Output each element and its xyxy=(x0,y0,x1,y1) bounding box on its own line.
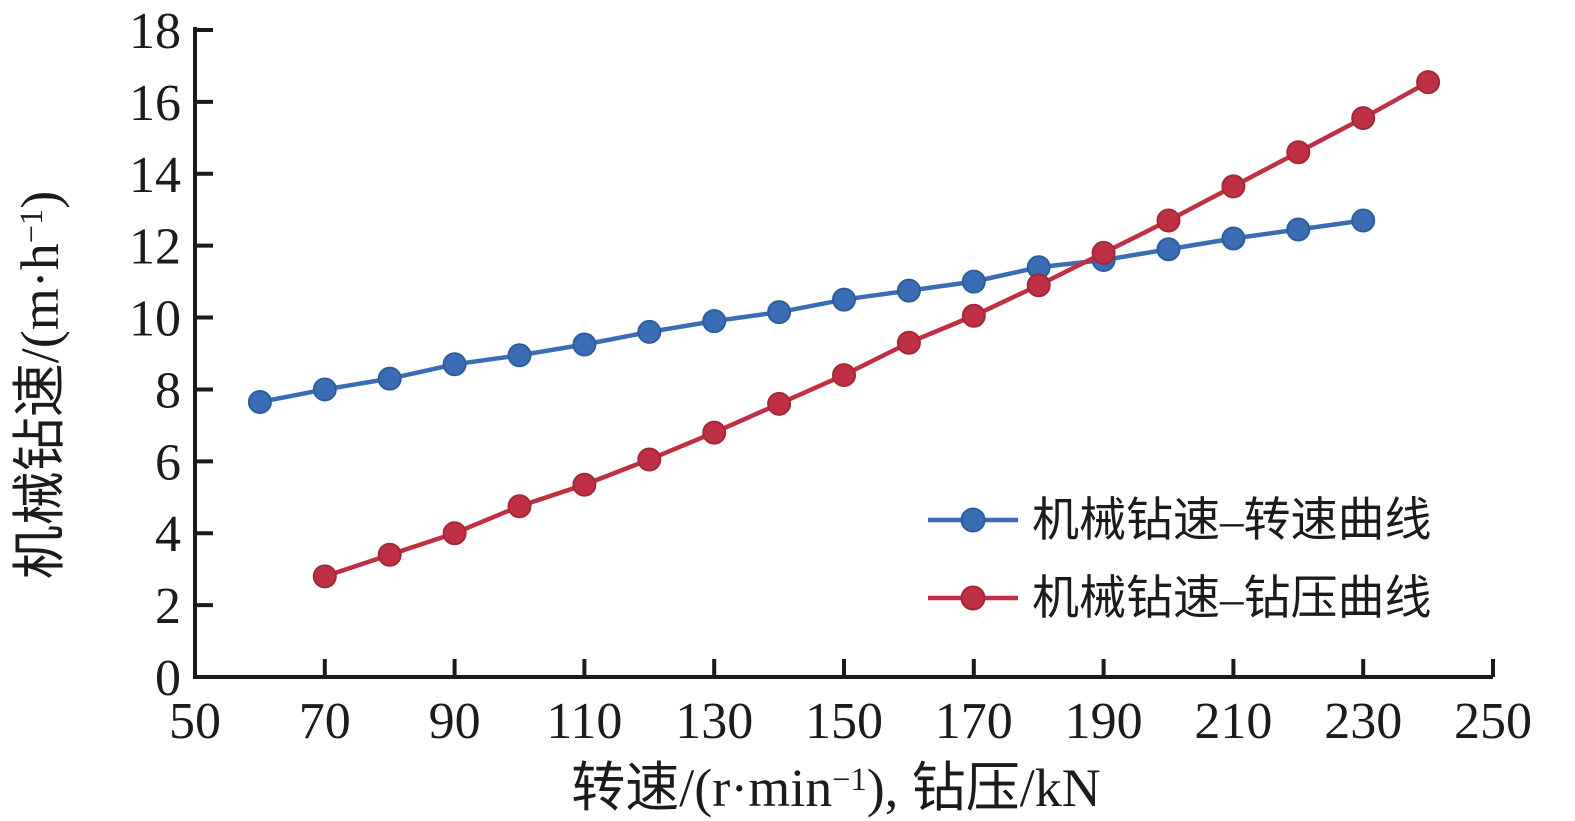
x-tick-label: 130 xyxy=(675,693,753,750)
axes xyxy=(193,27,1495,679)
y-tick-label: 18 xyxy=(129,3,181,60)
data-point-marker xyxy=(572,332,597,357)
data-point-marker xyxy=(312,377,337,402)
y-tick-label: 2 xyxy=(155,578,181,635)
data-point-marker xyxy=(377,366,402,391)
y-tick-label: 0 xyxy=(155,650,181,707)
data-point-marker xyxy=(507,494,532,519)
x-tick-label: 170 xyxy=(935,693,1013,750)
legend-item-0: 机械钻速–转速曲线 xyxy=(928,495,1432,547)
x-tick-labels: 50 70 90 110 130 150 170 190 210 230 250 xyxy=(169,693,1532,750)
series-0 xyxy=(247,208,1376,415)
x-tick-label: 190 xyxy=(1065,693,1143,750)
data-point-marker xyxy=(312,564,337,589)
data-point-marker xyxy=(767,300,792,325)
legend-item-1: 机械钻速–钻压曲线 xyxy=(928,573,1432,625)
data-point-marker xyxy=(1351,208,1376,233)
series-1 xyxy=(312,70,1441,589)
data-point-marker xyxy=(832,287,856,312)
y-tick-labels: 0 2 4 6 8 10 12 14 16 18 xyxy=(129,3,181,707)
data-point-marker xyxy=(247,390,272,415)
data-point-marker xyxy=(896,330,921,355)
data-point-marker xyxy=(702,420,727,445)
data-point-marker xyxy=(1156,237,1181,262)
x-tick-label: 250 xyxy=(1454,693,1532,750)
data-point-marker xyxy=(832,363,856,388)
data-point-marker xyxy=(1416,70,1441,95)
y-tick-label: 14 xyxy=(129,147,181,204)
legend-marker xyxy=(960,507,986,533)
series-line xyxy=(259,218,1364,405)
data-point-marker xyxy=(1286,140,1311,165)
y-tick-label: 8 xyxy=(155,362,181,419)
x-tick-label: 70 xyxy=(299,693,351,750)
y-tick-label: 10 xyxy=(129,291,181,348)
data-point-marker xyxy=(572,472,597,497)
x-axis-title: 转速/(r·min−1), 钻压/kN xyxy=(571,758,1100,818)
data-point-marker xyxy=(1351,106,1376,131)
x-tick-label: 150 xyxy=(805,693,883,750)
y-tick-label: 12 xyxy=(129,219,181,276)
data-point-marker xyxy=(1221,226,1246,251)
y-tick-label: 16 xyxy=(129,75,181,132)
data-point-marker xyxy=(1156,208,1181,233)
legend-label: 机械钻速–钻压曲线 xyxy=(1032,573,1432,625)
data-point-marker xyxy=(1221,174,1246,199)
data-point-marker xyxy=(442,521,467,546)
data-point-marker xyxy=(961,269,986,294)
data-point-marker xyxy=(1091,240,1116,265)
data-point-marker xyxy=(377,542,402,567)
data-point-marker xyxy=(507,343,532,368)
data-point-marker xyxy=(1286,217,1311,242)
x-tick-label: 90 xyxy=(429,693,481,750)
data-point-marker xyxy=(637,447,662,472)
data-point-marker xyxy=(767,391,792,416)
data-point-marker xyxy=(1026,273,1051,298)
data-point-marker xyxy=(961,303,986,328)
data-point-marker xyxy=(442,352,467,377)
y-axis-title: 机械钻速/(m·h−1) xyxy=(10,191,70,579)
x-tick-label: 230 xyxy=(1324,693,1402,750)
data-point-marker xyxy=(702,309,727,334)
y-tick-label: 4 xyxy=(155,506,181,563)
legend-label: 机械钻速–转速曲线 xyxy=(1032,495,1432,547)
y-tick-label: 6 xyxy=(155,434,181,491)
x-tick-label: 50 xyxy=(169,693,221,750)
data-point-marker xyxy=(896,278,921,303)
data-point-marker xyxy=(637,319,662,344)
x-tick-label: 110 xyxy=(546,693,622,750)
legend-marker xyxy=(960,585,986,611)
x-tick-label: 210 xyxy=(1194,693,1272,750)
